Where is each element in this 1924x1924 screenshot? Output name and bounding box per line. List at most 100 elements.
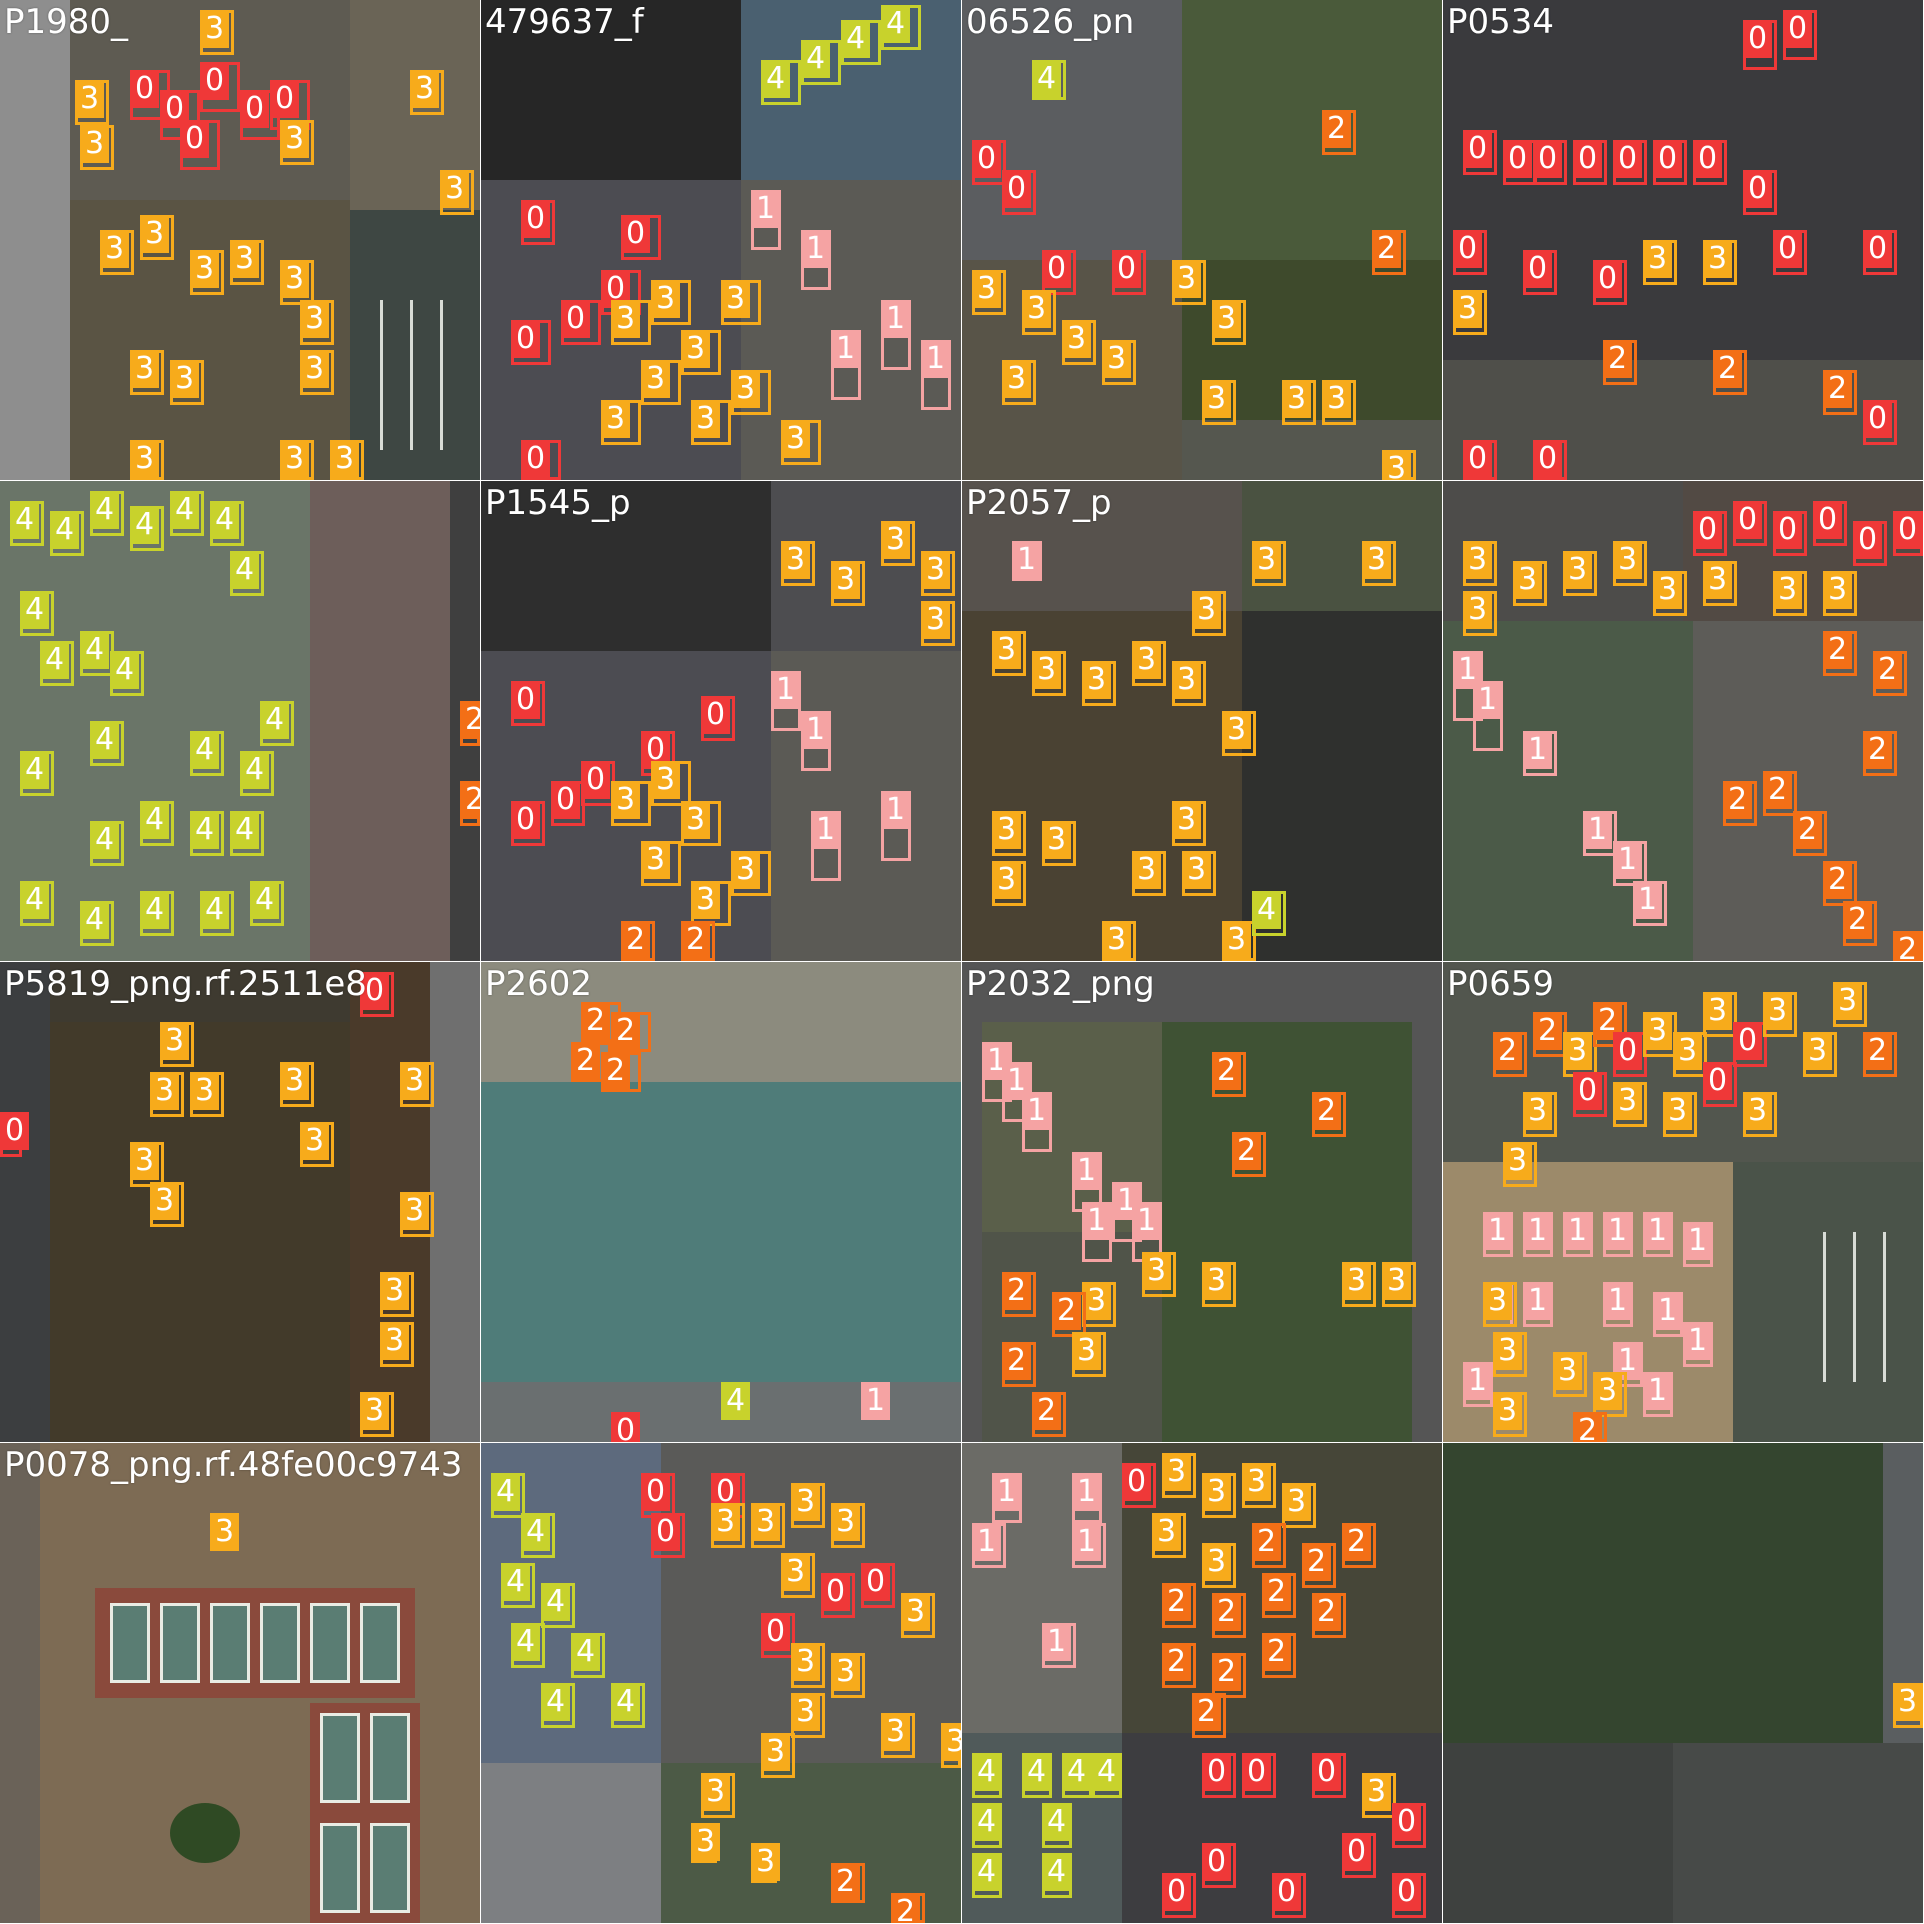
- detection-box: 0: [1863, 400, 1897, 445]
- detection-label: 2: [1603, 340, 1633, 378]
- detection-label: 0: [1533, 140, 1563, 178]
- detection-box: 3: [1182, 851, 1216, 896]
- detection-label: 3: [1202, 1473, 1232, 1511]
- detection-box: 2: [1212, 1593, 1246, 1638]
- detection-label: 3: [1773, 571, 1803, 609]
- detection-label: 0: [0, 1112, 30, 1150]
- tile-filename: P2602: [485, 964, 593, 1004]
- detection-box: 0: [581, 761, 615, 806]
- detection-box: 3: [1002, 360, 1036, 405]
- detection-box: 0: [1853, 521, 1887, 566]
- detection-label: 1: [1563, 1212, 1593, 1250]
- detection-box: 3: [1663, 1092, 1697, 1137]
- detection-label: 4: [190, 811, 220, 849]
- detection-box: 1: [811, 811, 841, 881]
- detection-label: 3: [1463, 591, 1493, 629]
- detection-box: 1: [831, 330, 861, 400]
- detection-label: 0: [1573, 140, 1603, 178]
- detection-box: 2: [1002, 1272, 1036, 1317]
- tree-canopy: [170, 1803, 240, 1863]
- mosaic-tile: 0 0 3 3 3 3 3 3 3 3 3 3 3 3 P5819_png.rf.2511e8: [0, 962, 480, 1442]
- image-patch: [771, 651, 961, 961]
- detection-label: 1: [1473, 681, 1503, 719]
- detection-box: 3: [1172, 661, 1206, 706]
- detection-box: 2: [1302, 1543, 1336, 1588]
- detection-box: 3: [1162, 1453, 1196, 1498]
- detection-box: 3: [1763, 992, 1797, 1037]
- detection-label: 3: [831, 1503, 861, 1541]
- detection-label: 3: [210, 1513, 240, 1551]
- detection-box: 3: [300, 300, 334, 345]
- detection-box: 3: [641, 841, 681, 886]
- detection-label: 2: [1312, 1092, 1342, 1130]
- detection-label: 3: [1663, 1092, 1693, 1130]
- detection-label: 0: [160, 90, 190, 128]
- detection-box: 1: [1633, 881, 1667, 926]
- detection-box: 2: [1763, 771, 1797, 816]
- detection-box: 4: [50, 511, 84, 556]
- detection-box: 4: [801, 40, 841, 85]
- detection-label: 3: [1493, 1332, 1523, 1370]
- detection-box: 4: [90, 491, 124, 536]
- detection-box: 2: [1713, 350, 1747, 395]
- detection-box: 2: [1262, 1633, 1296, 1678]
- detection-box: 4: [130, 506, 164, 551]
- detection-box: 4: [190, 811, 224, 856]
- detection-label: 4: [130, 506, 160, 544]
- detection-box: 0: [1573, 1072, 1607, 1117]
- image-patch: [0, 1443, 40, 1923]
- detection-label: 0: [1162, 1873, 1192, 1911]
- detection-label: 1: [1072, 1473, 1102, 1511]
- detection-label: 3: [1022, 290, 1052, 328]
- detection-box: 1: [1473, 681, 1503, 751]
- detection-label: 2: [1312, 1593, 1342, 1631]
- detection-box: 3: [150, 1182, 184, 1227]
- detection-box: 2: [1573, 1412, 1607, 1442]
- detection-label: 1: [831, 330, 861, 368]
- detection-box: 3: [781, 420, 821, 465]
- detection-label: 3: [1563, 551, 1593, 589]
- detection-box: 2: [571, 1042, 611, 1082]
- mosaic-tile: 1 1 1 1 1 1 1 2 2 2 3 3 3 3 3 2 2 3 2 2 P2032_png: [962, 962, 1442, 1442]
- detection-box: 3: [380, 1272, 414, 1317]
- detection-box: 1: [972, 1523, 1006, 1568]
- image-patch: [0, 962, 50, 1442]
- detection-label: 4: [50, 511, 80, 549]
- detection-box: 3: [1493, 1392, 1527, 1437]
- detection-label: 3: [921, 551, 951, 589]
- detection-label: 3: [1643, 240, 1673, 278]
- detection-box: 2: [1873, 651, 1907, 696]
- detection-label: 3: [140, 215, 170, 253]
- detection-label: 4: [501, 1563, 531, 1601]
- detection-box: 0: [511, 681, 545, 726]
- detection-box: 3: [751, 1843, 781, 1883]
- detection-box: 2: [1863, 1032, 1897, 1077]
- detection-label: 0: [1813, 501, 1843, 539]
- detection-label: 4: [40, 641, 70, 679]
- detection-label: 0: [651, 1513, 681, 1551]
- detection-box: 4: [110, 651, 144, 696]
- detection-label: 3: [1382, 450, 1412, 480]
- detection-label: 2: [831, 1863, 861, 1901]
- detection-label: 3: [1042, 821, 1072, 859]
- detection-label: 0: [1783, 10, 1813, 48]
- detection-box: 3: [1362, 541, 1396, 586]
- detection-box: 2: [1232, 1132, 1266, 1177]
- detection-label: 3: [280, 1062, 310, 1100]
- detection-box: 1: [992, 1473, 1022, 1523]
- detection-label: 3: [150, 1072, 180, 1110]
- detection-label: 3: [1222, 921, 1252, 959]
- detection-label: 3: [1322, 380, 1352, 418]
- detection-label: 3: [1202, 1543, 1232, 1581]
- detection-box: 4: [80, 631, 114, 676]
- detection-box: 4: [1252, 891, 1286, 936]
- image-patch: [1673, 1743, 1923, 1923]
- detection-label: 4: [10, 501, 40, 539]
- detection-label: 4: [972, 1803, 1002, 1841]
- detection-box: 4: [250, 881, 284, 926]
- detection-box: 0: [701, 696, 735, 741]
- detection-label: 0: [701, 696, 731, 734]
- detection-label: 0: [1002, 170, 1032, 208]
- detection-label: 0: [621, 215, 651, 253]
- detection-label: 2: [1322, 110, 1352, 148]
